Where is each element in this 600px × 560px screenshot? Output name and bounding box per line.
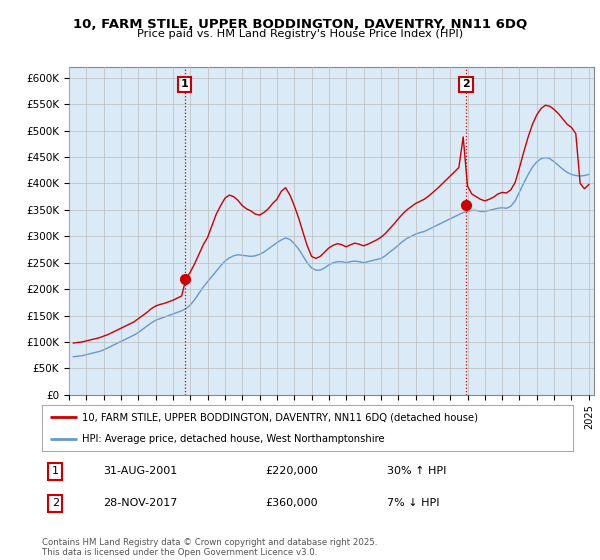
Text: 10, FARM STILE, UPPER BODDINGTON, DAVENTRY, NN11 6DQ (detached house): 10, FARM STILE, UPPER BODDINGTON, DAVENT… (82, 412, 478, 422)
Text: £220,000: £220,000 (265, 466, 318, 476)
Text: 7% ↓ HPI: 7% ↓ HPI (387, 498, 440, 508)
Text: 1: 1 (181, 80, 188, 90)
Text: 1: 1 (52, 466, 59, 476)
Text: Price paid vs. HM Land Registry's House Price Index (HPI): Price paid vs. HM Land Registry's House … (137, 29, 463, 39)
Text: £360,000: £360,000 (265, 498, 317, 508)
Text: HPI: Average price, detached house, West Northamptonshire: HPI: Average price, detached house, West… (82, 435, 385, 444)
Text: 10, FARM STILE, UPPER BODDINGTON, DAVENTRY, NN11 6DQ: 10, FARM STILE, UPPER BODDINGTON, DAVENT… (73, 18, 527, 31)
Text: 30% ↑ HPI: 30% ↑ HPI (387, 466, 446, 476)
Text: 2: 2 (52, 498, 59, 508)
Text: 28-NOV-2017: 28-NOV-2017 (103, 498, 178, 508)
Text: 2: 2 (462, 80, 470, 90)
Text: Contains HM Land Registry data © Crown copyright and database right 2025.
This d: Contains HM Land Registry data © Crown c… (42, 538, 377, 557)
Text: 31-AUG-2001: 31-AUG-2001 (103, 466, 178, 476)
